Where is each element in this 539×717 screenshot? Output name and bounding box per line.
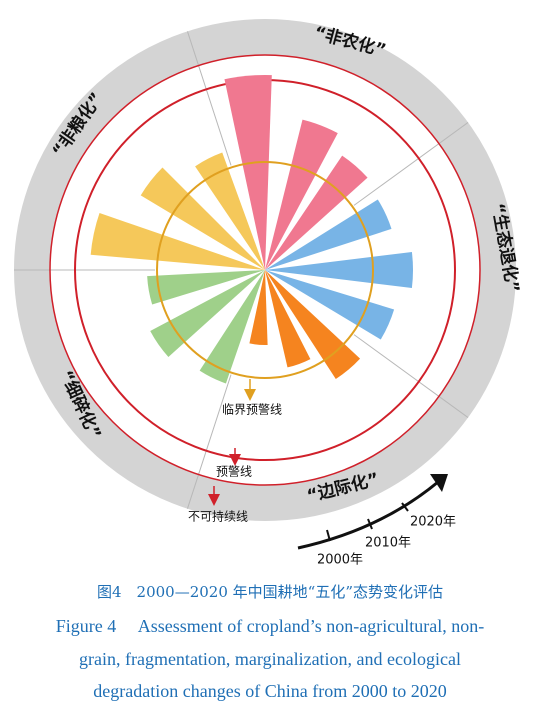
ring-dividers [14,31,469,509]
wedge [265,251,413,289]
wedge [265,270,395,340]
wedge [224,75,272,270]
year-tick [401,502,409,512]
year-label: 2010年 [365,536,411,551]
divider [353,334,469,418]
time-arrowhead [430,474,448,492]
year-label: 2000年 [317,553,363,568]
divider [186,374,232,509]
wedge [265,270,311,368]
line-label: 不可持续线 [188,509,248,524]
wedge [265,155,368,270]
wedge [199,270,265,384]
divider [353,122,469,206]
wedge [249,270,268,346]
unsustainable-circle [49,54,481,486]
year-tick [367,518,373,530]
year-label: 2020年 [410,515,456,530]
caption-en: grain, fragmentation, marginalization, a… [79,649,461,669]
wedge [265,119,338,271]
line-label: 临界预警线 [222,402,282,417]
wedge [147,270,265,305]
time-arc [297,480,439,550]
wedge [90,213,265,270]
caption-en: Figure 4 Assessment of cropland’s non-ag… [56,616,484,636]
divider [186,31,232,166]
caption-cn: 图4 2000—2020 年中国耕地“五化”态势变化评估 [97,583,443,601]
critical-circle [156,161,374,379]
wedge [195,152,265,270]
line-label: 预警线 [216,464,252,479]
wedge [140,167,265,270]
year-tick [326,529,331,542]
caption-en: degradation changes of China from 2000 t… [93,681,446,701]
